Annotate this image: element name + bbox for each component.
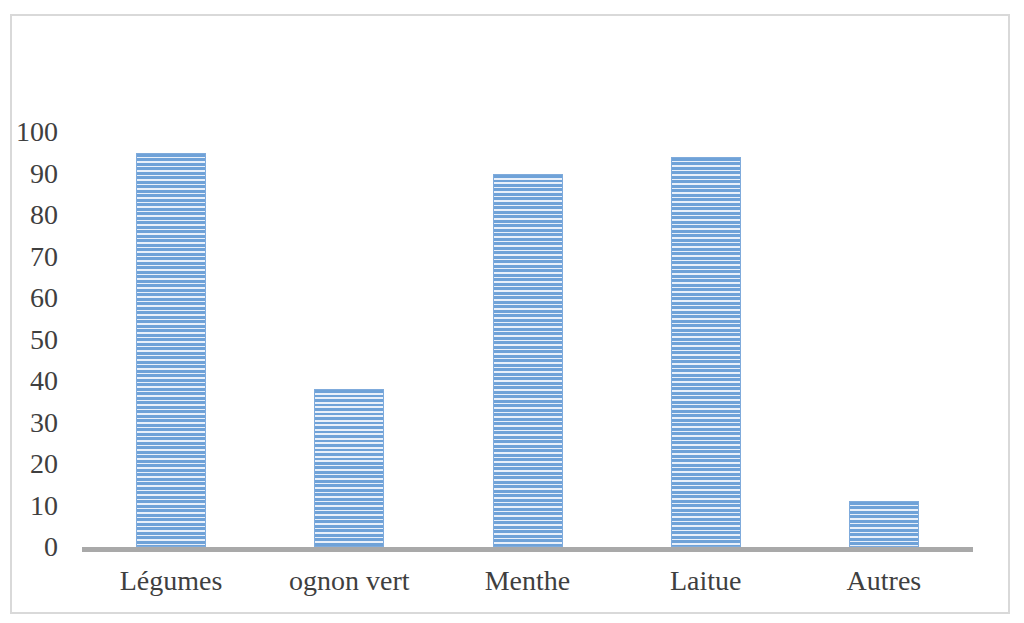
x-axis-line: [82, 547, 973, 552]
bar-2: [314, 389, 384, 547]
bar-3: [493, 174, 563, 548]
chart-page: { "chart_data": { "type": "bar", "title"…: [0, 0, 1024, 623]
y-tick-label-40: 40: [0, 367, 58, 395]
x-tick-label-1: Légumes: [82, 567, 260, 595]
y-tick-label-0: 0: [0, 533, 58, 561]
bar-1: [136, 153, 206, 547]
y-tick-label-30: 30: [0, 409, 58, 437]
y-tick-label-50: 50: [0, 326, 58, 354]
y-tick-label-70: 70: [0, 243, 58, 271]
y-tick-label-80: 80: [0, 201, 58, 229]
x-tick-label-3: Menthe: [438, 567, 616, 595]
y-tick-label-10: 10: [0, 492, 58, 520]
y-tick-label-60: 60: [0, 284, 58, 312]
y-tick-label-90: 90: [0, 160, 58, 188]
y-tick-label-20: 20: [0, 450, 58, 478]
x-tick-label-4: Laitue: [617, 567, 795, 595]
bar-5: [849, 501, 919, 547]
x-tick-label-2: ognon vert: [260, 567, 438, 595]
x-tick-label-5: Autres: [795, 567, 973, 595]
bar-4: [671, 157, 741, 547]
y-tick-label-100: 100: [0, 118, 58, 146]
